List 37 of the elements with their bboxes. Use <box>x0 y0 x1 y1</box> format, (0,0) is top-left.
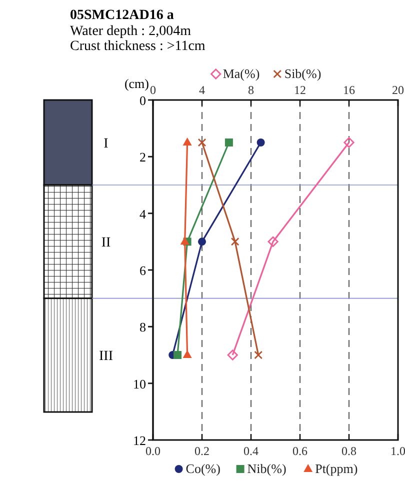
y-tick-label: 8 <box>140 320 146 335</box>
x2-tick-label: 8 <box>248 83 254 97</box>
x2-tick-label: 4 <box>199 83 205 97</box>
legend-label: Co(%) <box>186 461 220 476</box>
point <box>174 351 182 359</box>
point <box>256 138 265 146</box>
x-tick-label: 0.8 <box>342 444 356 458</box>
y-axis-title: (cm) <box>124 76 149 91</box>
y-tick-label: 12 <box>133 433 146 448</box>
x2-tick-label: 0 <box>150 83 156 97</box>
x2-tick-label: 16 <box>343 83 355 97</box>
point <box>182 138 192 146</box>
point <box>180 236 190 245</box>
x-tick-label: 0.6 <box>292 444 308 458</box>
y-tick-label: 2 <box>140 150 146 165</box>
text: II <box>101 236 111 251</box>
text: III <box>99 349 114 364</box>
x-tick-label: 0.2 <box>194 444 210 458</box>
point <box>224 138 233 146</box>
legend-label: Nib(%) <box>247 461 286 476</box>
chart-title: 05SMC12AD16 a <box>70 8 174 23</box>
chart-subtitle: Water depth : 2,004m Crust thickness : >11cm <box>70 24 206 54</box>
legend-label: Sib(%) <box>284 66 322 81</box>
y-tick-label: 6 <box>140 263 146 278</box>
x2-tick-label: 12 <box>294 83 306 97</box>
x-tick-label: 1.0 <box>390 444 405 458</box>
x-tick-label: 0.4 <box>244 444 258 458</box>
y-tick-label: 0 <box>140 93 146 108</box>
y-tick-label: 4 <box>140 206 146 222</box>
x-tick-label: 0.0 <box>146 444 160 458</box>
text: I <box>104 136 109 152</box>
y-tick-label: 10 <box>133 376 146 392</box>
legend-label: Pt(ppm) <box>315 461 358 476</box>
point <box>182 350 192 358</box>
x2-tick-label: 20 <box>392 83 404 97</box>
point <box>198 238 206 246</box>
legend-label: Ma(%) <box>222 66 260 81</box>
